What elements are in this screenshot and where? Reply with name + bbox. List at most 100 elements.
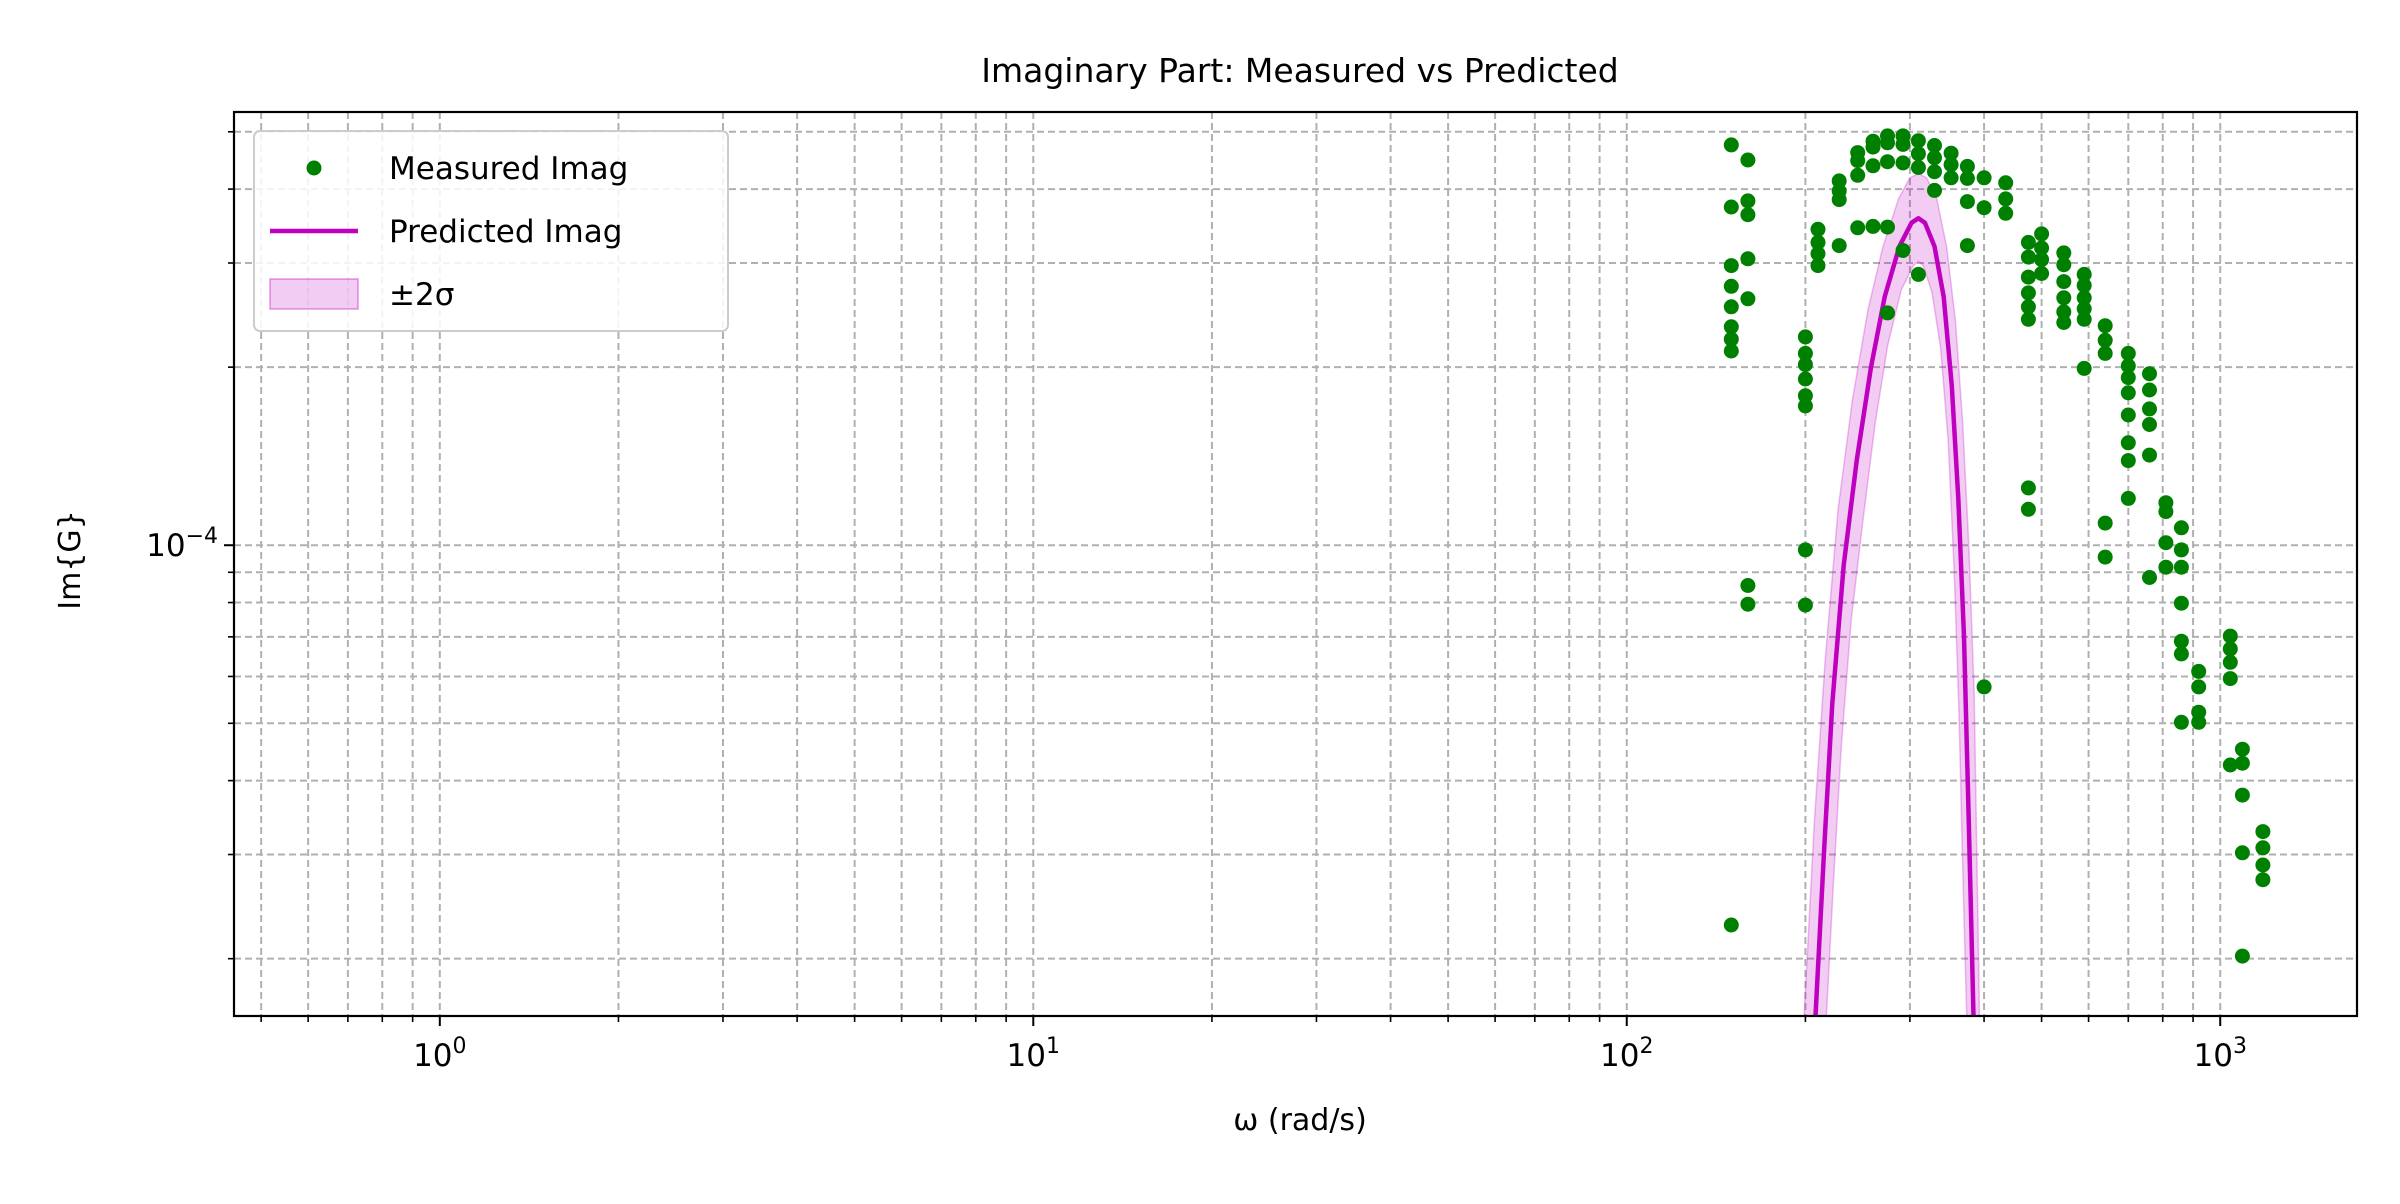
measured-point [1943, 145, 1959, 161]
x-tick-label: 103 [2194, 1034, 2247, 1074]
measured-point [1797, 329, 1813, 345]
measured-point [2234, 741, 2250, 757]
confidence-band [1803, 172, 1981, 1016]
measured-point [2034, 266, 2050, 281]
x-tick-label: 101 [1007, 1034, 1060, 1074]
measured-point [2056, 315, 2072, 330]
legend: Measured Imag Predicted Imag ±2σ [253, 130, 729, 332]
measured-point [2191, 679, 2207, 695]
measured-point [2076, 311, 2092, 327]
measured-point [1810, 221, 1826, 237]
measured-point [2222, 654, 2238, 670]
measured-point [2222, 671, 2238, 687]
measured-point [1910, 146, 1926, 162]
measured-point [2255, 872, 2271, 888]
measured-point [2020, 480, 2036, 496]
measured-point [1723, 278, 1739, 294]
measured-point [1831, 238, 1847, 254]
measured-point [1723, 199, 1739, 215]
measured-point [1880, 305, 1895, 321]
measured-point [2234, 755, 2250, 771]
measured-point [2142, 366, 2157, 382]
measured-point [2120, 435, 2136, 451]
legend-marker-measured [306, 160, 322, 176]
measured-point [1998, 205, 2014, 221]
x-axis-label: ω (rad/s) [1233, 1103, 1367, 1138]
measured-point [1740, 578, 1756, 593]
measured-point [1723, 331, 1739, 347]
measured-point [2142, 447, 2157, 463]
measured-point [2120, 370, 2136, 386]
x-tick-label: 100 [413, 1034, 466, 1074]
measured-point [2076, 301, 2092, 317]
measured-point [1723, 137, 1739, 153]
measured-point [2173, 520, 2189, 536]
measured-point [1850, 153, 1866, 169]
measured-point [2173, 542, 2189, 558]
measured-point [2020, 285, 2036, 301]
measured-point [2020, 501, 2036, 517]
measured-point [2076, 360, 2092, 376]
measured-point [1797, 357, 1813, 373]
x-tick-label: 102 [1600, 1034, 1653, 1074]
measured-point [2255, 824, 2271, 840]
measured-point [2097, 515, 2113, 531]
measured-point [2255, 857, 2271, 873]
measured-point [2222, 757, 2238, 773]
measured-point [2158, 504, 2174, 520]
measured-point [2056, 257, 2072, 273]
measured-point [2056, 290, 2072, 306]
measured-point [1831, 192, 1847, 208]
measured-point [1927, 138, 1942, 153]
measured-point [1927, 182, 1942, 198]
measured-point [1740, 207, 1756, 223]
y-axis-label: Im{G} [53, 510, 88, 610]
legend-label: ±2σ [389, 277, 454, 313]
measured-point [2173, 559, 2189, 575]
measured-point [2222, 628, 2238, 644]
measured-point [1943, 170, 1959, 186]
measured-point [2120, 490, 2136, 506]
measured-point [1895, 155, 1911, 171]
measured-point [2056, 245, 2072, 261]
measured-point [1959, 194, 1975, 210]
measured-point [2173, 714, 2189, 730]
measured-point [2173, 633, 2189, 649]
measured-point [1850, 220, 1866, 236]
predicted-line [1813, 216, 1976, 1016]
measured-point [2076, 266, 2092, 282]
measured-point [2120, 453, 2136, 469]
measured-point [2097, 345, 2113, 361]
measured-point [2020, 299, 2036, 315]
measured-point [2020, 249, 2036, 265]
measured-point [1959, 170, 1975, 186]
measured-point [1723, 319, 1739, 335]
measured-point [1998, 175, 2014, 191]
measured-point [1723, 258, 1739, 274]
measured-point [1740, 596, 1756, 612]
measured-point [1740, 193, 1756, 209]
measured-point [2020, 269, 2036, 285]
measured-point [2234, 787, 2250, 803]
measured-point [2120, 407, 2136, 423]
measured-point [1810, 234, 1826, 250]
measured-point [1797, 398, 1813, 414]
measured-point [2142, 382, 2157, 398]
measured-point [2173, 646, 2189, 662]
measured-point [2158, 535, 2174, 551]
measured-point [1880, 219, 1895, 235]
measured-point [2142, 417, 2157, 432]
measured-point [1810, 246, 1826, 262]
measured-point [1998, 191, 2014, 207]
legend-label: Predicted Imag [389, 214, 622, 250]
measured-point [1959, 158, 1975, 174]
measured-point [1959, 238, 1975, 254]
measured-point [2158, 559, 2174, 575]
measured-point [2056, 274, 2072, 290]
measured-point [1797, 371, 1813, 387]
measured-point [1895, 243, 1911, 258]
measured-point [1723, 343, 1739, 359]
chart-title: Imaginary Part: Measured vs Predicted [981, 51, 1619, 90]
measured-point [1723, 917, 1739, 933]
